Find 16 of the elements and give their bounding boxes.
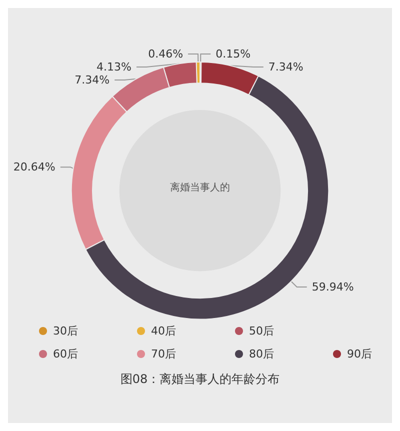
caption: 图08：离婚当事人的年龄分布 — [120, 372, 280, 386]
data-label: 7.34% — [74, 73, 110, 86]
legend-label: 80后 — [248, 348, 274, 360]
data-label: 20.64% — [13, 160, 56, 174]
legend-label: 90后 — [346, 348, 372, 360]
text: 离婚当事人的 — [170, 182, 230, 194]
legend-label: 50后 — [248, 324, 274, 338]
data-label: 59.94% — [312, 280, 354, 294]
data-label: 7.34% — [268, 60, 304, 74]
legend-label: 40后 — [150, 324, 176, 338]
data-label: 0.15% — [216, 47, 251, 60]
legend-label: 60后 — [53, 348, 78, 360]
data-label: 4.13% — [96, 60, 132, 74]
legend-label: 70后 — [150, 348, 176, 360]
data-label: 0.46% — [148, 47, 184, 60]
legend-label: 30后 — [53, 324, 78, 338]
